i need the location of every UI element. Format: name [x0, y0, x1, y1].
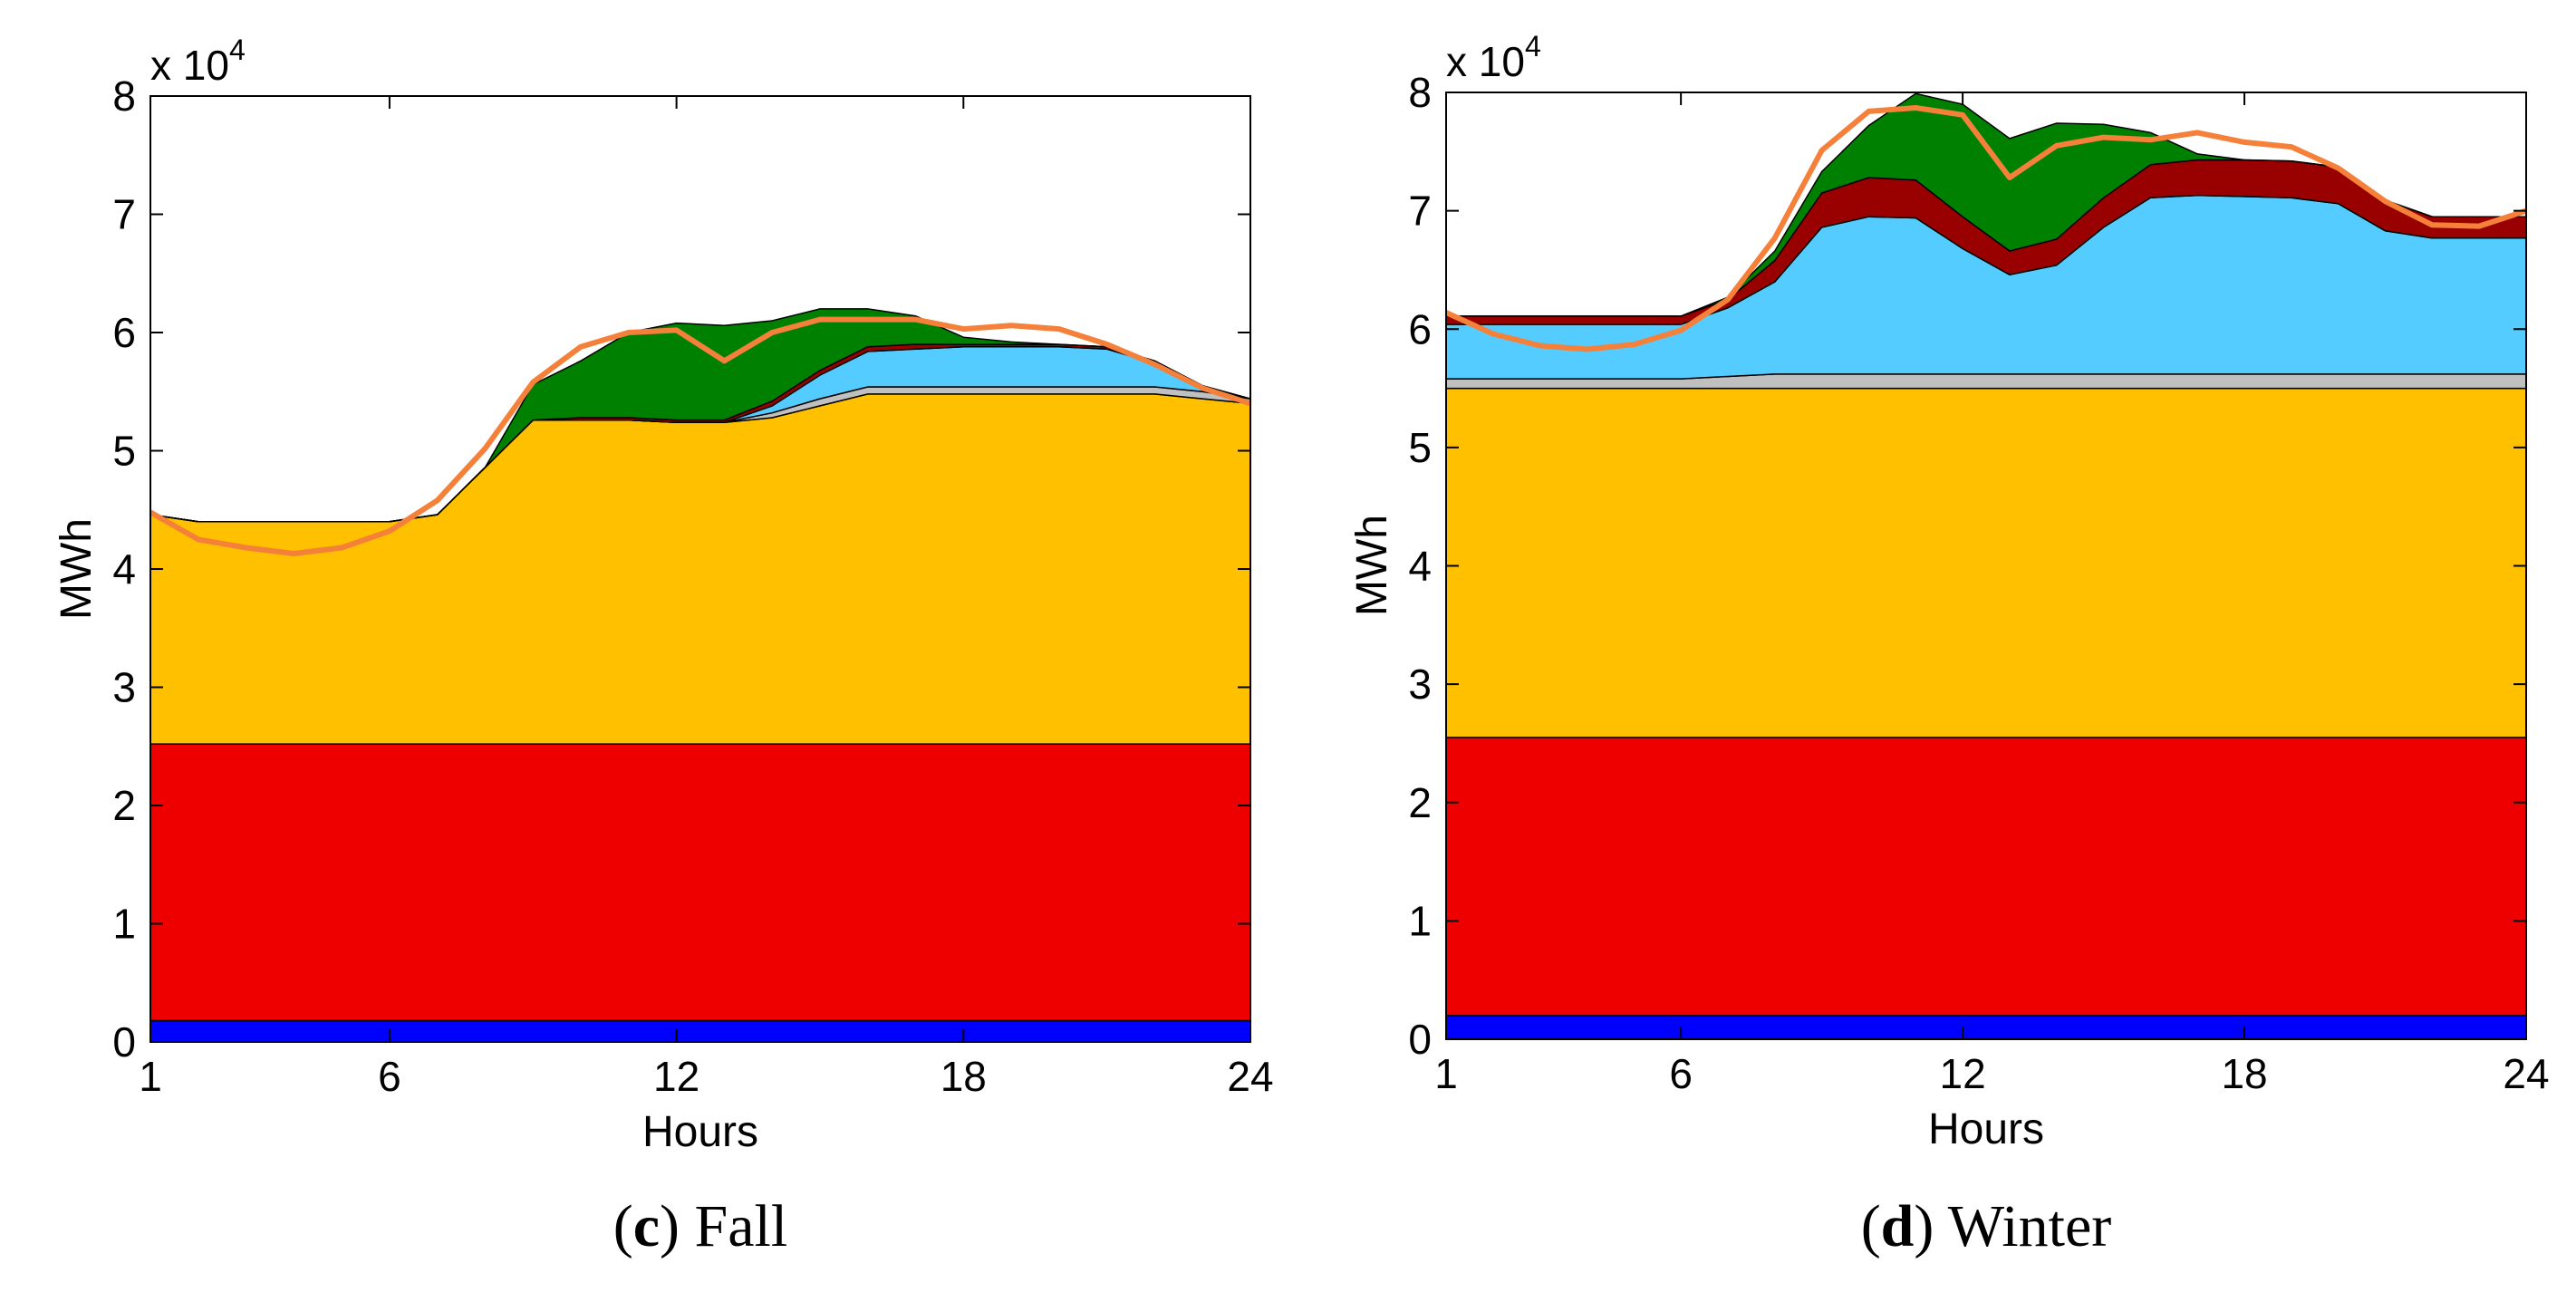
- y-tick-label: 8: [1408, 69, 1432, 116]
- y-tick-label: 1: [1408, 897, 1432, 944]
- x-axis-title: Hours: [1928, 1105, 2044, 1153]
- y-tick-label: 7: [112, 191, 136, 238]
- y-tick-label: 4: [112, 545, 136, 593]
- x-tick-label: 24: [1227, 1053, 1273, 1100]
- x-tick-label: 6: [1669, 1050, 1693, 1097]
- y-tick-labels: 0 1 2 3 4 5 6 7 8: [112, 72, 136, 1066]
- panel-caption: (d) Winter: [1861, 1193, 2112, 1259]
- y-tick-label: 3: [1408, 661, 1432, 708]
- area-blue: [1445, 1015, 2527, 1040]
- x-tick-label: 12: [1940, 1050, 1986, 1097]
- y-tick-label: 6: [112, 309, 136, 356]
- x-tick-label: 1: [1434, 1050, 1458, 1097]
- y-axis-title: MWh: [1348, 515, 1396, 616]
- x-tick-labels: 1 6 12 18 24: [139, 1053, 1273, 1100]
- x-tick-label: 18: [2221, 1050, 2267, 1097]
- axis-ticks: [150, 95, 1251, 1043]
- y-tick-label: 0: [1408, 1016, 1432, 1063]
- area-yellow: [1445, 387, 2527, 738]
- y-tick-label: 3: [112, 664, 136, 711]
- y-tick-label: 2: [1408, 779, 1432, 826]
- y-tick-label: 5: [112, 428, 136, 475]
- y-tick-label: 5: [1408, 424, 1432, 471]
- y-tick-label: 7: [1408, 188, 1432, 235]
- area-green: [1446, 92, 2526, 317]
- x-tick-label: 6: [378, 1053, 401, 1100]
- y-tick-label: 0: [112, 1018, 136, 1066]
- y-tick-label: 6: [1408, 305, 1432, 352]
- x-tick-labels: 1 6 12 18 24: [1434, 1050, 2549, 1097]
- area-red: [150, 743, 1251, 1022]
- stacked-areas: [1445, 92, 2527, 1040]
- area-red: [1445, 737, 2527, 1017]
- x-tick-label: 24: [2503, 1050, 2549, 1097]
- x-tick-label: 18: [941, 1053, 987, 1100]
- y-tick-label: 2: [112, 782, 136, 829]
- y-tick-labels: 0 1 2 3 4 5 6 7 8: [1408, 69, 1432, 1063]
- demand-line: [149, 316, 1251, 556]
- exponent-label: x 104: [1446, 30, 1541, 85]
- exponent-label: x 104: [150, 34, 246, 89]
- axis-ticks: [1445, 92, 2527, 1040]
- panel-caption: (c) Fall: [613, 1193, 787, 1259]
- y-tick-label: 8: [112, 72, 136, 120]
- area-blue: [150, 1019, 1251, 1043]
- y-tick-label: 1: [112, 901, 136, 948]
- y-tick-label: 4: [1408, 543, 1432, 590]
- y-axis-title: MWh: [53, 518, 101, 620]
- x-tick-label: 1: [139, 1053, 162, 1100]
- demand-line: [1444, 105, 2527, 352]
- x-axis-title: Hours: [642, 1108, 758, 1156]
- x-tick-label: 12: [653, 1053, 699, 1100]
